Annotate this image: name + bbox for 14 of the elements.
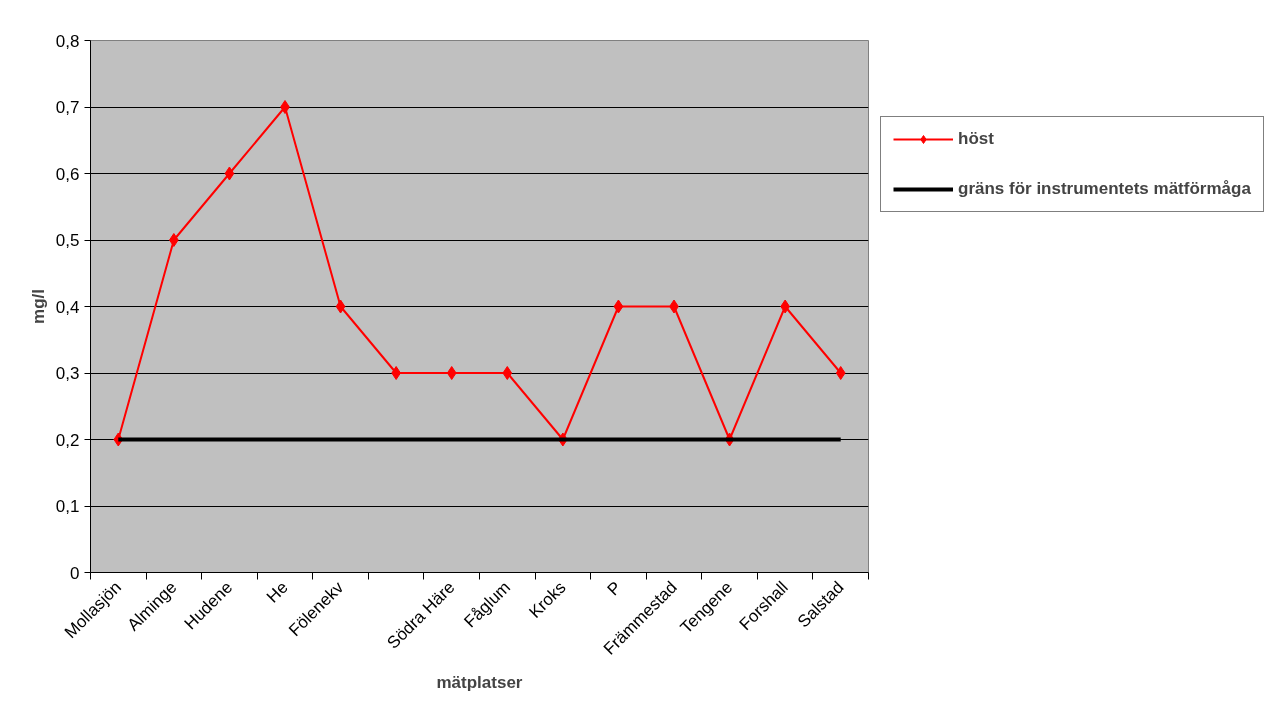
legend-label: höst xyxy=(958,129,994,149)
y-tick-label: 0 xyxy=(70,563,80,583)
y-tick-label: 0,8 xyxy=(55,31,80,51)
y-tick-label: 0,5 xyxy=(55,231,80,250)
y-tick-label: 0,2 xyxy=(55,430,80,450)
y-tick-label: 0,3 xyxy=(55,364,80,383)
y-tick-label: 0,4 xyxy=(55,297,80,317)
legend-label: gräns för instrumentets mätförmåga xyxy=(958,179,1251,199)
y-tick-label: 0,7 xyxy=(55,98,80,117)
y-tick-label: 0,1 xyxy=(55,497,80,516)
y-axis-title: mg/l xyxy=(28,289,48,324)
x-tick-label: He xyxy=(262,577,292,607)
x-axis-title: mätplatser xyxy=(436,673,523,693)
y-tick-label: 0,6 xyxy=(55,164,80,184)
